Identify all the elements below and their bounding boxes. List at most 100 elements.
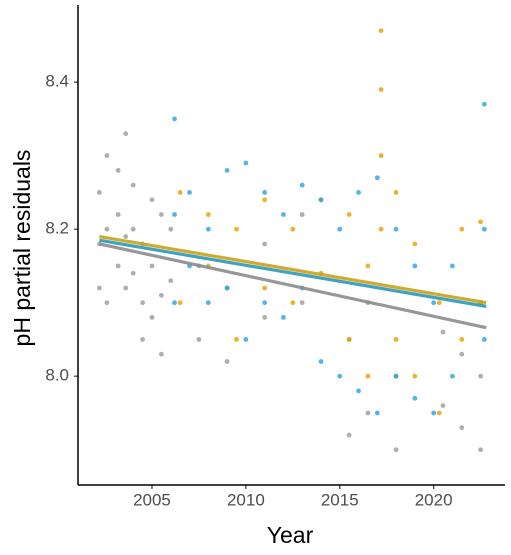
- y-tick-label: 8.0: [45, 366, 69, 385]
- point: [130, 270, 136, 276]
- point: [172, 212, 177, 217]
- point: [262, 197, 268, 203]
- point: [140, 300, 145, 306]
- point: [412, 263, 418, 269]
- point: [224, 285, 230, 291]
- point: [104, 300, 110, 306]
- point: [187, 190, 192, 195]
- point: [130, 226, 136, 232]
- point: [356, 388, 361, 394]
- point: [412, 241, 418, 247]
- point: [224, 167, 230, 173]
- point: [299, 182, 305, 188]
- point: [393, 447, 399, 453]
- x-tick-label: 2015: [321, 490, 359, 509]
- point: [104, 153, 110, 159]
- point: [393, 190, 399, 195]
- point: [378, 28, 384, 34]
- point: [262, 300, 268, 306]
- point: [365, 263, 371, 269]
- x-tick-label: 2005: [133, 490, 171, 509]
- point: [158, 212, 164, 217]
- point: [459, 226, 465, 232]
- trend-line: [99, 242, 487, 330]
- point: [149, 263, 155, 269]
- trend-line: [99, 234, 487, 305]
- y-tick-label: 8.2: [45, 219, 69, 238]
- point: [281, 315, 286, 320]
- point: [149, 197, 155, 203]
- point: [224, 359, 230, 364]
- point: [104, 226, 110, 232]
- point: [97, 190, 102, 195]
- point: [412, 395, 418, 401]
- point: [158, 292, 164, 298]
- point: [234, 226, 239, 232]
- point: [262, 241, 268, 247]
- point: [459, 337, 465, 342]
- point: [177, 300, 183, 306]
- point: [436, 300, 442, 306]
- point: [168, 278, 174, 284]
- point: [123, 131, 129, 137]
- point: [177, 190, 183, 195]
- point: [378, 153, 384, 159]
- point: [346, 337, 352, 342]
- point: [459, 425, 465, 431]
- point: [393, 226, 399, 232]
- point: [115, 263, 121, 269]
- point: [243, 337, 249, 342]
- point: [262, 190, 268, 195]
- point: [478, 219, 483, 225]
- point: [374, 410, 380, 416]
- point: [318, 197, 324, 203]
- point: [115, 212, 121, 217]
- point: [130, 182, 136, 188]
- point: [481, 337, 487, 342]
- trend-line: [99, 238, 487, 308]
- point: [262, 285, 268, 291]
- point: [123, 285, 129, 291]
- point: [378, 87, 384, 92]
- point: [205, 226, 211, 232]
- point: [115, 167, 121, 173]
- point: [393, 373, 399, 379]
- point: [478, 447, 483, 453]
- point: [440, 329, 446, 335]
- point: [431, 410, 437, 416]
- point: [478, 373, 483, 379]
- point: [459, 351, 465, 357]
- point: [346, 212, 352, 217]
- point: [97, 285, 102, 291]
- point: [299, 300, 305, 306]
- point: [356, 190, 361, 195]
- point: [337, 373, 343, 379]
- point: [450, 263, 455, 269]
- x-axis-label: Year: [267, 522, 314, 548]
- point: [149, 315, 155, 320]
- point: [346, 432, 352, 438]
- point: [412, 373, 418, 379]
- point: [158, 351, 164, 357]
- point: [299, 212, 305, 217]
- point: [436, 410, 442, 416]
- point: [318, 359, 324, 364]
- point: [450, 373, 455, 379]
- x-tick-label: 2020: [415, 490, 453, 509]
- point: [172, 116, 177, 122]
- point: [365, 410, 371, 416]
- point: [172, 300, 177, 306]
- point: [393, 337, 399, 342]
- point: [440, 403, 446, 409]
- point: [431, 300, 437, 306]
- point: [196, 337, 202, 342]
- point: [337, 226, 343, 232]
- point: [481, 101, 487, 107]
- point: [481, 226, 487, 232]
- x-tick-label: 2010: [227, 490, 265, 509]
- point: [281, 212, 286, 217]
- point: [374, 175, 380, 181]
- y-tick-label: 8.4: [45, 72, 69, 91]
- point: [205, 300, 211, 306]
